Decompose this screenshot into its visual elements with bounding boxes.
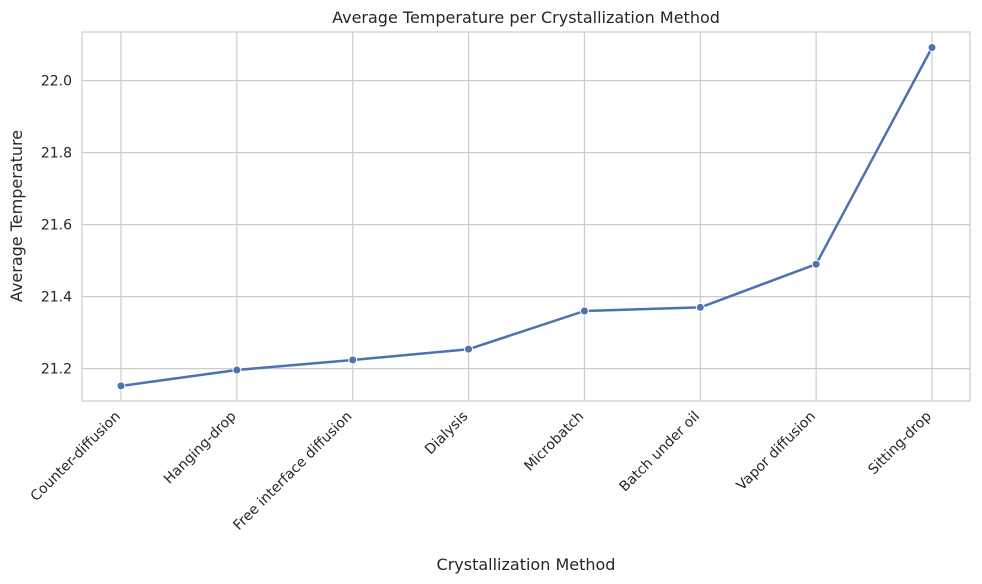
y-tick-labels: 21.2 21.4 21.6 21.8 22.0	[41, 74, 72, 378]
x-tick-label: Batch under oil	[616, 409, 703, 496]
series-line	[119, 46, 934, 388]
x-tick-label: Counter-diffusion	[28, 409, 124, 505]
data-point	[348, 355, 358, 365]
x-tick-label: Hanging-drop	[161, 408, 240, 487]
data-point	[232, 365, 242, 375]
y-tick-label: 22.0	[41, 74, 72, 90]
y-tick-label: 21.4	[41, 290, 72, 306]
data-point	[464, 344, 474, 354]
x-tick-label: Sitting-drop	[865, 408, 935, 478]
x-tick-label: Microbatch	[521, 409, 587, 475]
grid-lines	[82, 32, 970, 401]
x-tick-label: Vapor diffusion	[734, 409, 819, 494]
series-temperature	[116, 42, 937, 391]
chart-title: Average Temperature per Crystallization …	[332, 8, 720, 27]
y-tick-label: 21.8	[41, 146, 72, 162]
plot-frame	[81, 31, 971, 402]
data-point	[927, 42, 937, 52]
data-point	[695, 302, 705, 312]
data-point	[116, 381, 126, 391]
x-axis-title: Crystallization Method	[437, 555, 616, 574]
data-point	[811, 259, 821, 269]
y-axis-title: Average Temperature	[7, 130, 26, 302]
plot-border	[81, 31, 971, 402]
y-tick-label: 21.2	[41, 362, 72, 378]
y-tick-label: 21.6	[41, 218, 72, 234]
x-tick-label: Dialysis	[422, 409, 471, 458]
data-point	[579, 306, 589, 316]
x-tick-label: Free interface diffusion	[230, 409, 355, 534]
